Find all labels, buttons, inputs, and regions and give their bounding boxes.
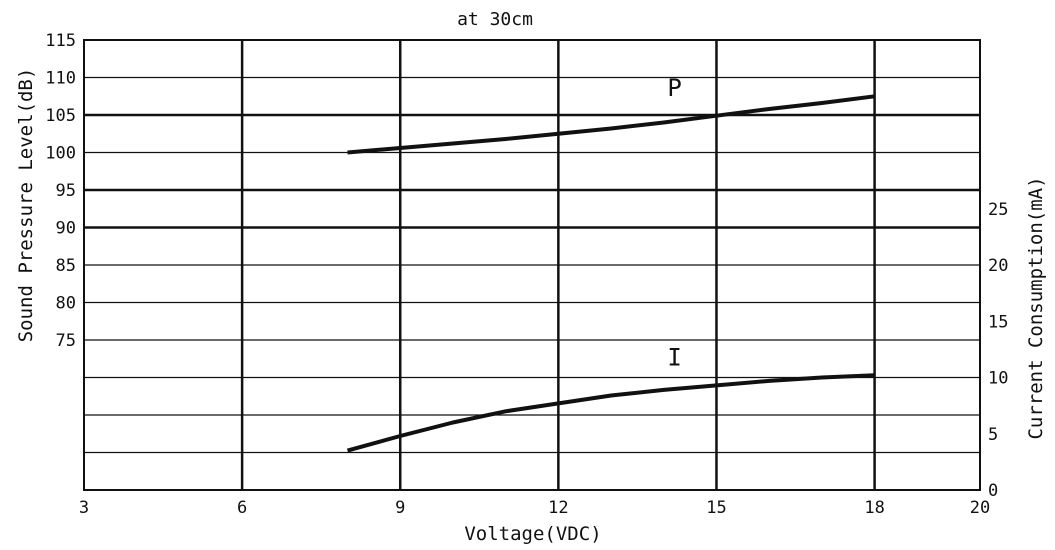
series-line-i (346, 373, 875, 453)
left-tick-label: 105 (45, 106, 76, 126)
series-layer: PI (346, 74, 875, 453)
x-tick-label: 12 (548, 498, 568, 518)
left-tick-label: 90 (56, 219, 76, 239)
plot-frame (83, 39, 981, 491)
x-axis-label: Voltage(VDC) (464, 523, 601, 545)
right-tick-label: 25 (988, 200, 1008, 220)
left-tick-label: 80 (56, 294, 76, 314)
series-label-p: P (667, 74, 681, 102)
left-tick-label: 110 (45, 69, 76, 89)
horizontal-gridlines (84, 76, 980, 454)
right-tick-label: 10 (988, 369, 1008, 389)
left-tick-label: 95 (56, 181, 76, 201)
left-tick-labels: 115 110 105 100 95 90 85 80 75 (45, 31, 76, 351)
x-tick-label: 15 (706, 498, 726, 518)
y-axis-right-label: Current Consumption(mA) (1025, 176, 1047, 439)
right-tick-labels: 25 20 15 10 5 0 (988, 200, 1008, 501)
x-tick-label: 18 (864, 498, 884, 518)
x-tick-label: 20 (970, 498, 990, 518)
left-tick-label: 75 (56, 331, 76, 351)
vertical-gridlines (240, 40, 876, 490)
x-tick-label: 9 (395, 498, 405, 518)
chart-title: at 30cm (457, 9, 533, 30)
y-axis-left-label: Sound Pressure Level(dB) (15, 68, 37, 343)
right-tick-label: 15 (988, 312, 1008, 332)
right-tick-label: 20 (988, 256, 1008, 276)
left-tick-label: 100 (45, 144, 76, 164)
left-tick-label: 115 (45, 31, 76, 51)
left-tick-label: 85 (56, 256, 76, 276)
right-tick-label: 5 (988, 425, 998, 445)
series-label-i: I (667, 343, 681, 371)
x-tick-labels: 3 6 9 12 15 18 20 (79, 498, 990, 518)
series-line-p (347, 94, 875, 155)
x-tick-label: 6 (237, 498, 247, 518)
x-tick-label: 3 (79, 498, 89, 518)
right-tick-label: 0 (988, 481, 998, 501)
